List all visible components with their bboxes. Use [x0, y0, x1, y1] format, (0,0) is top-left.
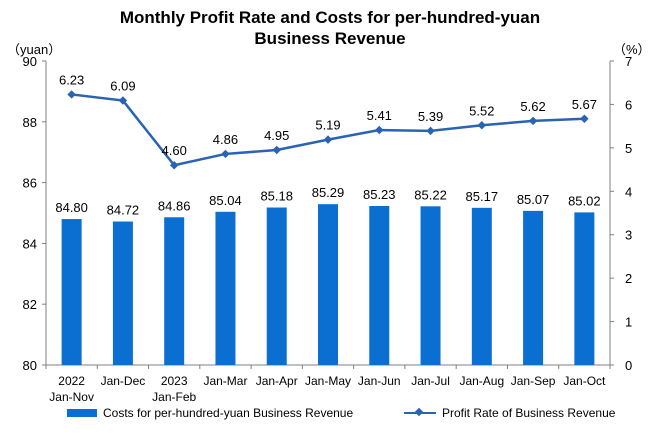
cost-bar-label: 85.23	[363, 187, 396, 202]
profit-rate-label: 6.09	[110, 79, 135, 94]
profit-rate-label: 5.41	[367, 108, 392, 123]
cost-bar-label: 84.86	[158, 198, 191, 213]
profit-rate-marker	[477, 121, 487, 130]
profit-rate-label: 5.67	[572, 97, 597, 112]
legend-line-swatch	[404, 408, 436, 418]
cost-bar	[61, 219, 82, 365]
cost-bar-label: 85.17	[466, 189, 499, 204]
x-axis-category-label: 2023	[161, 374, 188, 388]
profit-rate-marker	[169, 160, 179, 170]
x-axis-category-label: 2022	[58, 374, 85, 388]
right-axis-tick-label: 3	[625, 228, 632, 243]
profit-rate-marker	[272, 145, 281, 155]
right-axis-tick-label: 6	[625, 97, 632, 112]
x-axis-category-label: Jan-Apr	[256, 374, 298, 388]
cost-bar	[112, 221, 133, 365]
right-axis-tick-label: 7	[625, 54, 632, 69]
profit-rate-label: 5.19	[315, 118, 340, 133]
profit-rate-marker	[528, 116, 538, 126]
right-axis-tick-label: 1	[625, 315, 632, 330]
chart-title-line2: Business Revenue	[254, 29, 406, 48]
x-axis-category-label: Jan-Oct	[563, 374, 606, 388]
x-axis-category-label: Jan-Aug	[459, 374, 504, 388]
cost-bar	[318, 204, 338, 365]
profit-rate-label: 4.60	[162, 143, 187, 158]
cost-bar	[574, 212, 595, 365]
legend-item-profit-rate: Profit Rate of Business Revenue	[404, 406, 615, 420]
cost-bar-label: 84.72	[107, 203, 140, 218]
profit-rate-marker	[221, 149, 230, 159]
right-axis-tick-label: 5	[625, 141, 632, 156]
cost-bar-label: 84.80	[55, 200, 88, 215]
left-axis-unit: （yuan）	[7, 42, 62, 57]
cost-bar	[471, 207, 492, 365]
x-axis-category-label: Jan-Jul	[411, 374, 450, 388]
cost-bar	[164, 217, 185, 365]
right-axis-unit: （%）	[613, 42, 651, 57]
profit-rate-label: 4.95	[264, 128, 289, 143]
cost-bar-label: 85.22	[414, 187, 447, 202]
legend-item-costs: Costs for per-hundred-yuan Business Reve…	[67, 406, 353, 420]
cost-bar-label: 85.07	[517, 192, 550, 207]
cost-bar-label: 85.02	[568, 193, 601, 208]
profit-rate-label: 5.52	[469, 103, 494, 118]
right-axis-tick-label: 2	[625, 271, 632, 286]
left-axis-tick-label: 82	[23, 297, 37, 312]
left-axis-tick-label: 88	[23, 115, 37, 130]
left-axis-tick-label: 90	[23, 54, 37, 69]
cost-bar-label: 85.04	[209, 193, 242, 208]
right-axis-tick-label: 0	[625, 358, 632, 373]
legend-label-costs: Costs for per-hundred-yuan Business Reve…	[103, 406, 354, 420]
profit-rate-label: 6.23	[59, 72, 84, 87]
profit-rate-marker	[580, 114, 589, 124]
profit-rate-marker	[375, 125, 384, 135]
profit-rate-label: 5.39	[418, 109, 443, 124]
cost-bar-label: 85.18	[260, 189, 293, 204]
profit-rate-marker	[426, 126, 435, 136]
x-axis-category-label: Jan-Mar	[203, 374, 247, 388]
profit-rate-marker	[67, 90, 76, 99]
left-axis-tick-label: 84	[23, 236, 37, 251]
cost-bar	[369, 206, 390, 365]
cost-bar-label: 85.29	[312, 185, 345, 200]
cost-bar	[523, 210, 544, 365]
left-axis-tick-label: 80	[23, 358, 37, 373]
x-axis-category-label: Jan-May	[305, 374, 351, 388]
x-axis-category-label: Jan-Jun	[358, 374, 401, 388]
left-axis-tick-label: 86	[23, 176, 37, 191]
cost-bar	[266, 207, 287, 365]
x-axis-category-label: Jan-Feb	[152, 390, 196, 404]
x-axis-category-label: Jan-Dec	[101, 374, 146, 388]
right-axis-tick-label: 4	[625, 184, 632, 199]
legend-label-profit-rate: Profit Rate of Business Revenue	[442, 406, 616, 420]
x-axis-category-label: Jan-Nov	[49, 390, 94, 404]
profit-rate-marker	[118, 96, 128, 105]
cost-bar	[215, 211, 236, 365]
x-axis-category-label: Jan-Sep	[511, 374, 556, 388]
profit-rate-marker	[323, 135, 333, 144]
profit-rate-label: 5.62	[520, 99, 545, 114]
cost-bar	[420, 206, 441, 365]
legend-bar-swatch	[67, 409, 97, 417]
profit-rate-label: 4.86	[213, 132, 238, 147]
chart-title-line1: Monthly Profit Rate and Costs for per-hu…	[119, 8, 541, 27]
